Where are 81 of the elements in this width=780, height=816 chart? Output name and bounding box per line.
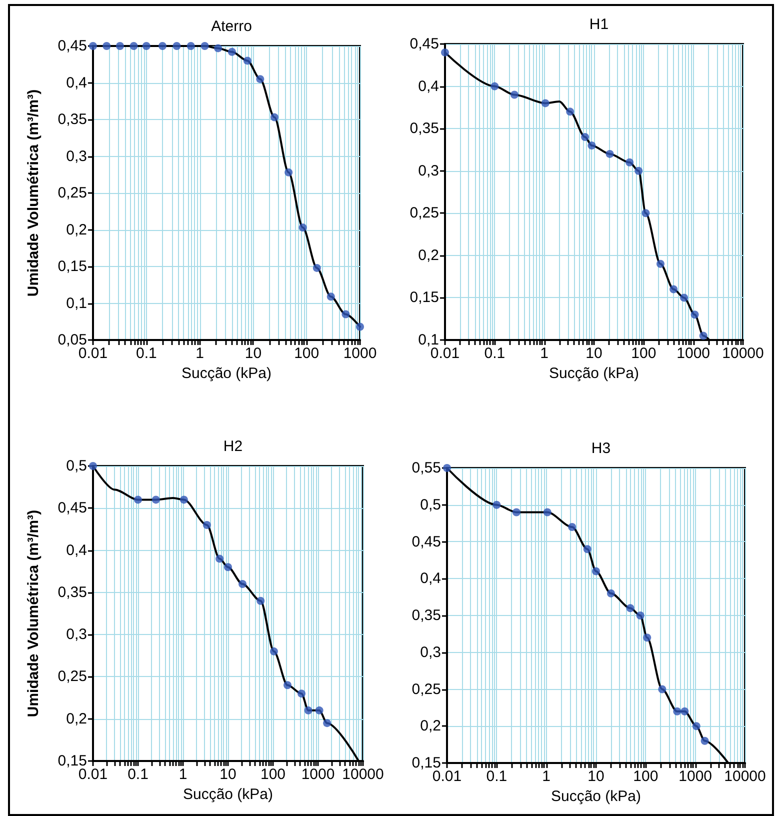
x-tick-label: 10000: [724, 768, 766, 785]
x-tick-label: 100: [633, 768, 658, 785]
x-tick-label: 100: [260, 766, 286, 783]
point: [284, 168, 293, 176]
x-tick-label: 10: [588, 768, 604, 785]
x-tick-label: 100: [294, 345, 320, 362]
y-tick-label: 0,15: [410, 289, 439, 306]
y-tick-label: 0,3: [418, 162, 439, 180]
y-tick-label: 0,45: [412, 533, 441, 550]
y-tick-label: 0,35: [58, 111, 87, 128]
chart-title: H2: [223, 438, 243, 455]
x-tick-label: 1: [178, 766, 188, 783]
point: [356, 322, 364, 331]
y-tick-label: 0,35: [58, 584, 87, 601]
y-tick-label: 0,3: [420, 644, 441, 661]
y-tick-label: 0,2: [420, 718, 441, 735]
y-tick-label: 0,45: [58, 38, 87, 54]
point: [130, 42, 138, 50]
y-tick-label: 0,45: [58, 500, 87, 517]
y-tick-label: 0,45: [410, 36, 439, 52]
point: [256, 75, 264, 84]
x-tick-label: 10: [220, 766, 236, 783]
x-axis-title: Sucção (kPa): [181, 365, 272, 382]
point: [172, 42, 181, 50]
y-tick-label: 0,55: [412, 460, 441, 476]
x-axis-title: Sucção (kPa): [182, 786, 274, 803]
y-tick-label: 0,35: [410, 120, 439, 138]
x-tick-label: 1: [196, 345, 204, 362]
y-tick-label: 0,4: [420, 570, 441, 588]
point: [158, 42, 166, 50]
y-tick-label: 0,25: [58, 668, 87, 686]
x-tick-label: 0.1: [486, 768, 508, 785]
y-tick-label: 0,4: [66, 542, 87, 559]
point: [270, 113, 278, 122]
x-tick-label: 10: [586, 345, 602, 362]
y-tick-label: 0,4: [418, 78, 439, 95]
y-axis-title: Umidade Volumétrica (m³/m³): [25, 89, 42, 297]
y-tick-label: 0,3: [66, 626, 87, 644]
y-tick-label: 0,25: [412, 680, 441, 698]
y-tick-label: 0,5: [66, 458, 87, 474]
x-tick-label: 100: [631, 345, 656, 362]
x-tick-label: 10: [244, 345, 262, 362]
point: [326, 292, 335, 301]
x-tick-label: 0.1: [484, 345, 506, 362]
x-axis-title: Sucção (kPa): [548, 365, 640, 382]
point: [228, 48, 236, 56]
point: [102, 42, 111, 50]
point: [200, 42, 209, 50]
y-tick-label: 0,1: [66, 294, 87, 312]
x-tick-label: 1000: [301, 766, 335, 783]
y-tick-label: 0,35: [412, 607, 441, 624]
point: [342, 310, 350, 318]
x-tick-label: 1000: [343, 345, 377, 362]
x-tick-label: 1: [542, 768, 551, 785]
point: [214, 44, 222, 52]
y-tick-label: 0,5: [420, 496, 441, 514]
x-tick-label: 1000: [678, 768, 712, 785]
point: [298, 224, 307, 232]
x-tick-label: 1: [540, 345, 549, 362]
x-axis-title: Sucção (kPa): [550, 788, 642, 805]
point: [186, 42, 195, 50]
x-tick-label: 10000: [342, 766, 384, 783]
y-axis-title: Umidade Volumétrica (m³/m³): [25, 510, 42, 718]
point: [243, 56, 252, 65]
point: [312, 264, 321, 272]
y-tick-label: 0,2: [66, 221, 87, 238]
chart-title: Aterro: [211, 18, 252, 35]
chart-title: H3: [591, 440, 611, 457]
y-tick-label: 0,25: [58, 184, 87, 202]
y-tick-label: 0,2: [418, 246, 439, 264]
y-tick-label: 0,25: [410, 204, 439, 222]
y-tick-label: 0,3: [66, 148, 87, 165]
x-tick-label: 10000: [722, 345, 764, 362]
point: [116, 42, 124, 50]
x-tick-label: 0.1: [136, 345, 157, 362]
x-tick-label: 1000: [676, 345, 710, 362]
x-tick-label: 0.1: [128, 766, 148, 783]
chart-title: H1: [589, 16, 609, 33]
y-tick-label: 0,2: [66, 710, 87, 728]
y-tick-label: 0,4: [66, 74, 87, 92]
y-tick-label: 0,15: [58, 258, 87, 275]
